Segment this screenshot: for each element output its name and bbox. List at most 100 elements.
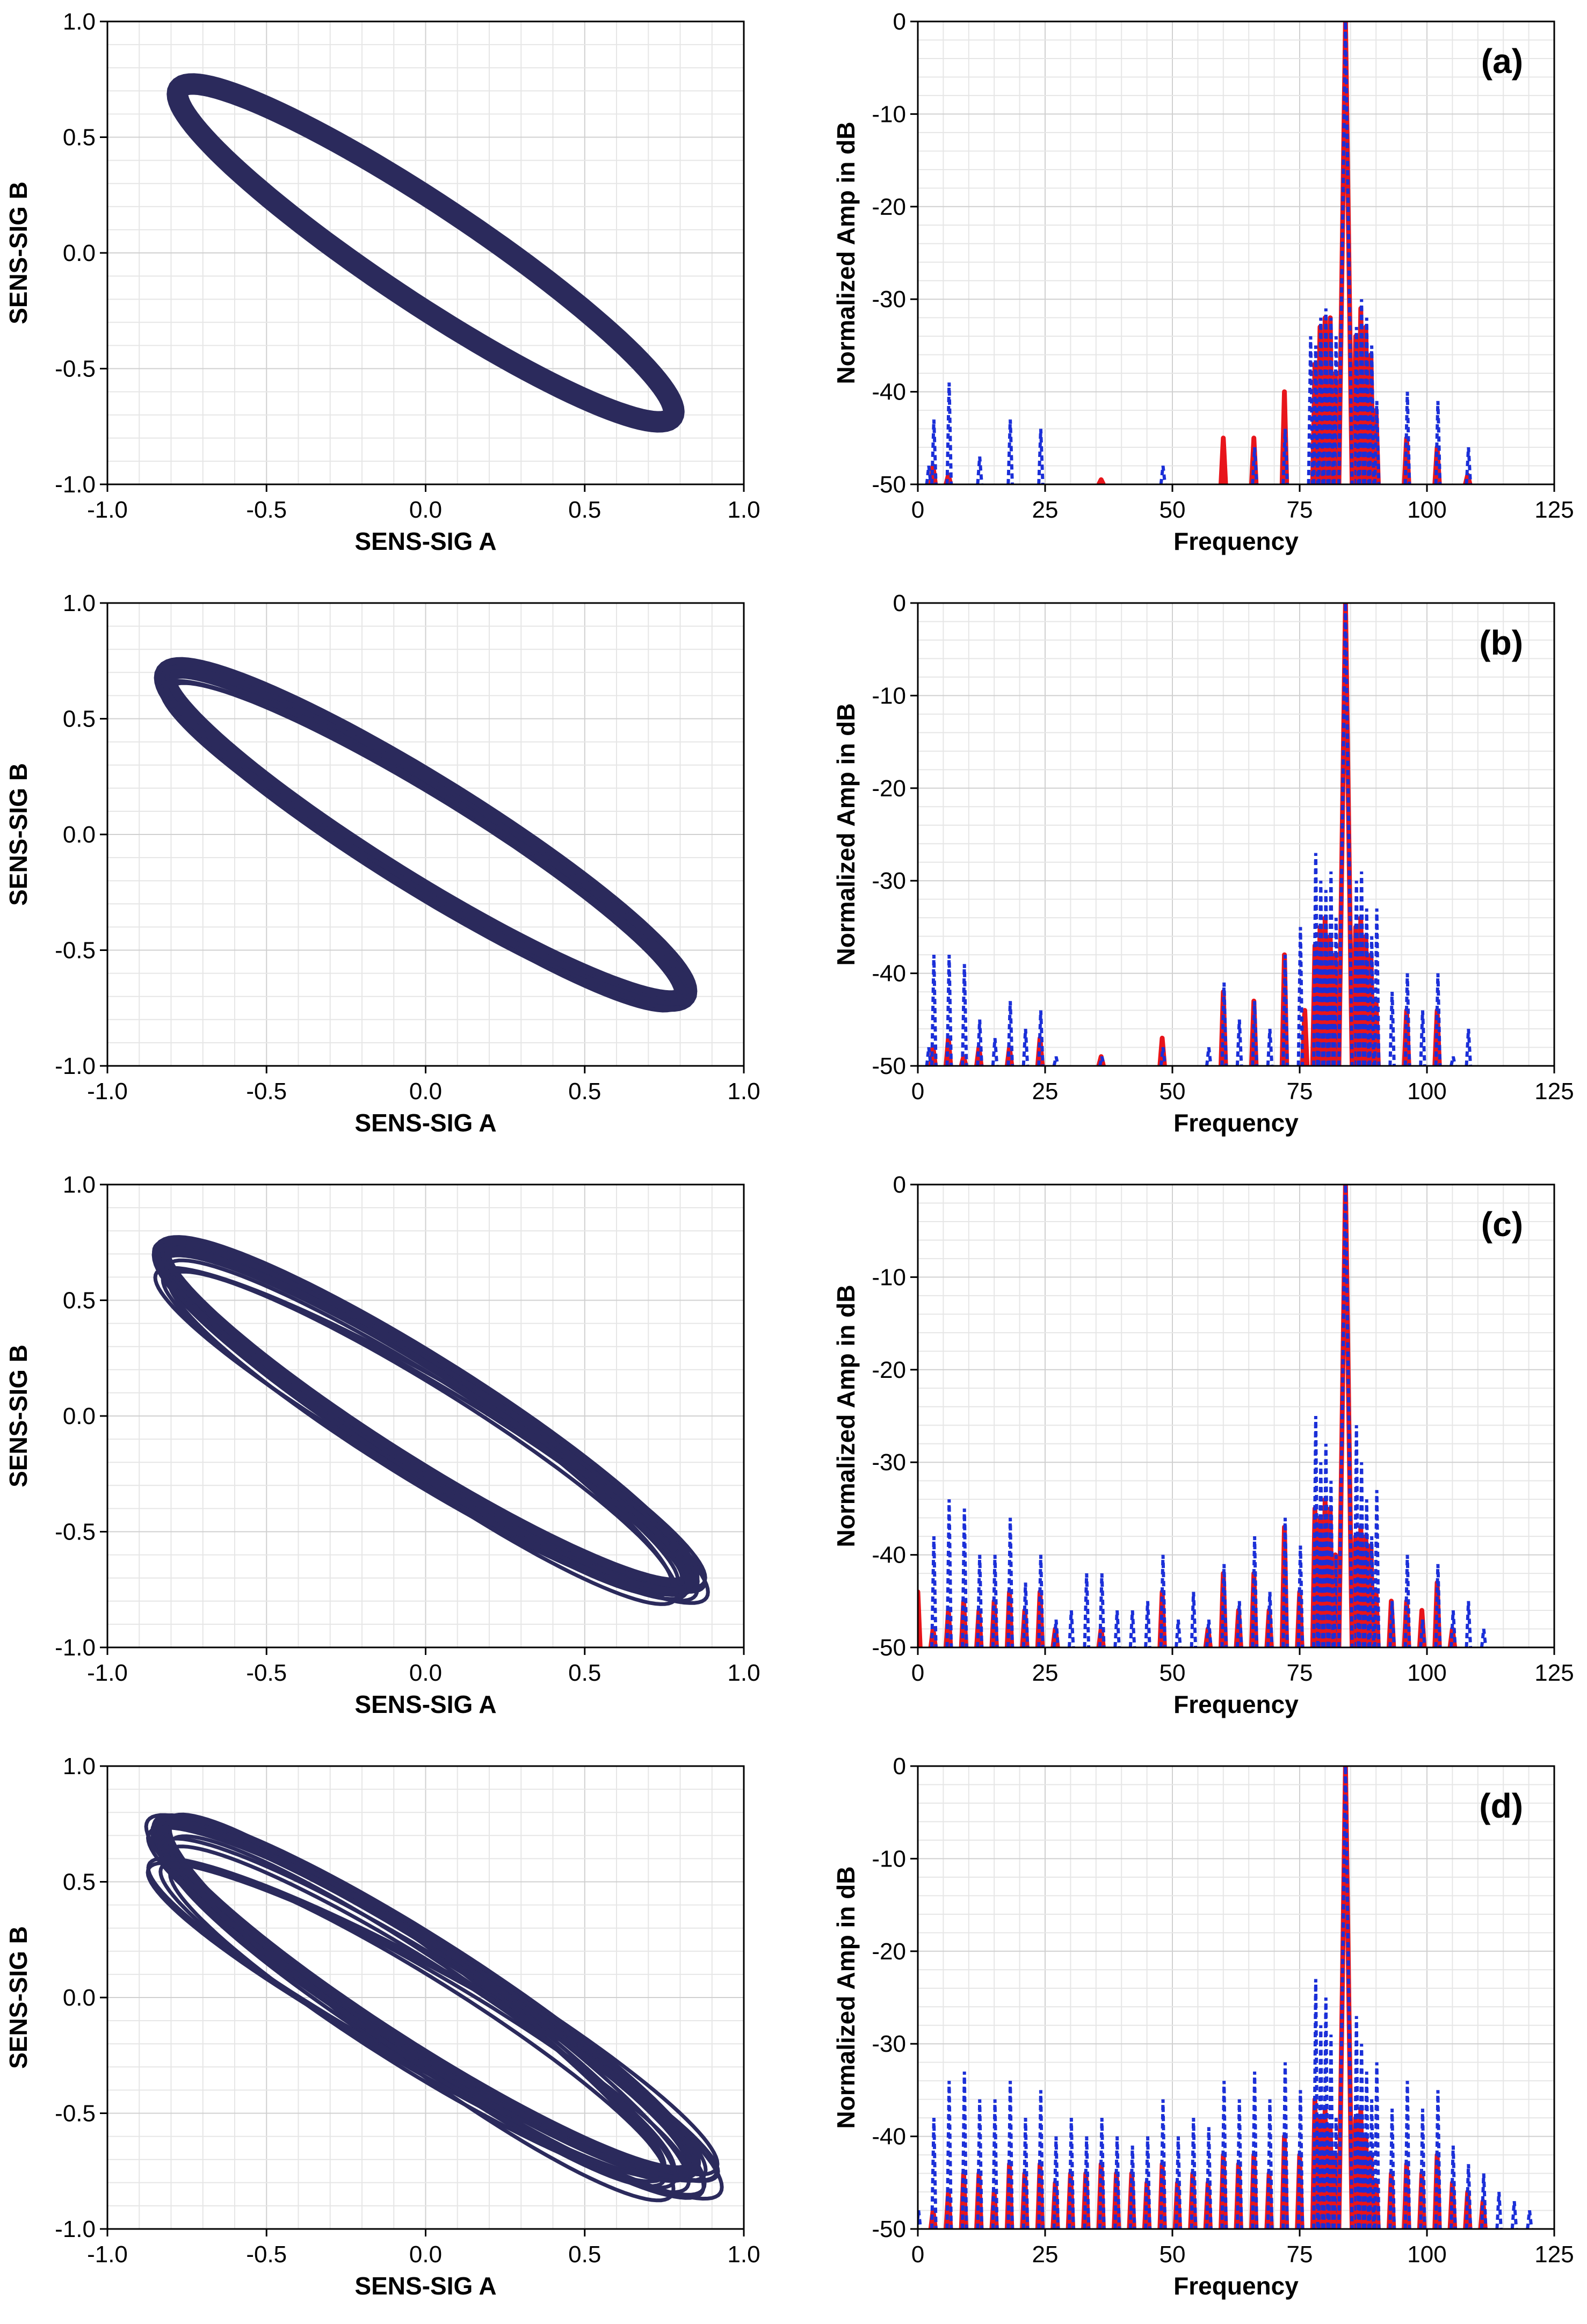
- orbit-4-panel: -1.0 -0.5 0.0 0.5 1.0 -1.0 -0.5 0.0 0.5 1.0 SENS-S…: [4, 1753, 760, 2300]
- y-tick-label: 1.0: [63, 590, 96, 616]
- y-tick-label: -40: [872, 1542, 906, 1568]
- blue-spike-28: [1322, 1997, 1330, 2229]
- x-tick-label: 0.5: [568, 497, 601, 523]
- y-axis-label: SENS-SIG B: [4, 181, 32, 324]
- blue-spike-24: [1281, 2062, 1289, 2229]
- y-axis-label: Normalized Amp in dB: [832, 703, 860, 966]
- blue-spike-38: [1419, 2108, 1426, 2229]
- blue-spike-1: [930, 2118, 938, 2229]
- orbit-3-panel: -1.0 -0.5 0.0 0.5 1.0 -1.0 -0.5 0.0 0.5 1.0 SENS-S…: [4, 1172, 760, 1718]
- blue-spike-14: [1128, 2145, 1136, 2229]
- main-peak-blue: [1337, 1766, 1354, 2229]
- blue-spike-31: [1419, 1010, 1426, 1066]
- blue-spike-15: [1159, 1555, 1167, 1647]
- blue-spike-27: [1368, 936, 1375, 1066]
- y-tick-label: -10: [872, 1264, 906, 1290]
- blue-spike-36: [1388, 2108, 1396, 2229]
- y-tick-label: 1.0: [63, 1172, 96, 1198]
- orbit-trace-10: [166, 1240, 675, 1597]
- blue-spike-12: [1322, 308, 1330, 484]
- orbit-trace-13: [160, 1253, 690, 1592]
- x-tick-label: 75: [1287, 1078, 1313, 1105]
- blue-spike-10: [1083, 1573, 1091, 1647]
- blue-spike-20: [1317, 881, 1325, 1066]
- blue-spike-1: [930, 955, 938, 1066]
- y-axis-label: Normalized Amp in dB: [832, 1285, 860, 1548]
- x-tick-label: 1.0: [727, 2241, 760, 2268]
- blue-spike-33: [1368, 1536, 1375, 1647]
- blue-spike-11: [1083, 2136, 1091, 2229]
- x-axis-label: SENS-SIG A: [354, 2272, 496, 2300]
- x-tick-label: 125: [1534, 1660, 1574, 1686]
- x-tick-label: 75: [1287, 497, 1313, 523]
- x-tick-label: 1.0: [727, 1660, 760, 1686]
- x-tick-label: -0.5: [246, 2241, 287, 2268]
- y-tick-label: 1.0: [63, 1753, 96, 1780]
- blue-spike-9: [1068, 1610, 1075, 1647]
- plot-frame: [917, 20, 1555, 485]
- blue-spike-33: [1450, 1056, 1457, 1066]
- blue-spike-34: [1373, 1490, 1381, 1647]
- x-tick-label: 0.0: [409, 1078, 442, 1105]
- blue-spike-25: [1296, 2090, 1305, 2229]
- blue-spike-15: [1251, 1001, 1258, 1066]
- blue-spike-19: [1373, 401, 1381, 484]
- y-axis-label: SENS-SIG B: [4, 763, 32, 906]
- x-axis-label: SENS-SIG A: [354, 527, 496, 555]
- y-axis-label: Normalized Amp in dB: [832, 122, 860, 384]
- blue-spike-35: [1388, 1601, 1396, 1647]
- blue-spike-7: [1021, 1028, 1030, 1066]
- blue-spike-16: [1175, 1619, 1182, 1647]
- blue-spike-8: [1037, 2090, 1045, 2229]
- y-axis-label: SENS-SIG B: [4, 1345, 32, 1487]
- blue-spike-1: [945, 1499, 953, 1647]
- blue-spike-14: [1235, 1019, 1243, 1066]
- y-tick-label: -0.5: [55, 1519, 96, 1545]
- y-tick-label: -30: [872, 2031, 906, 2057]
- blue-spike-21: [1251, 1536, 1258, 1647]
- blue-spike-44: [1510, 2201, 1518, 2229]
- blue-spike-12: [1113, 1610, 1121, 1647]
- blue-spike-37: [1403, 2081, 1411, 2229]
- x-tick-label: 100: [1407, 1660, 1446, 1686]
- blue-spike-5: [991, 1038, 999, 1066]
- blue-spike-29: [1332, 1555, 1340, 1647]
- x-tick-label: 0.0: [409, 2241, 442, 2268]
- blue-spike-4: [1006, 419, 1014, 484]
- blue-spike-32: [1434, 973, 1442, 1066]
- x-axis-label: SENS-SIG A: [354, 1109, 496, 1137]
- y-tick-label: -0.5: [55, 938, 96, 964]
- blue-spike-5: [1037, 429, 1045, 484]
- y-tick-label: -40: [872, 379, 906, 405]
- blue-spike-32: [1358, 2044, 1365, 2229]
- blue-spike-0: [930, 1536, 938, 1647]
- blue-spike-7: [1021, 2118, 1030, 2229]
- blue-spike-20: [1235, 1601, 1243, 1647]
- orbit-trace-17: [164, 1816, 677, 2190]
- x-tick-label: -1.0: [87, 497, 128, 523]
- y-tick-label: 0: [893, 9, 906, 35]
- blue-spike-9: [1052, 2136, 1060, 2229]
- x-tick-label: 0: [911, 497, 924, 523]
- blue-spike-37: [1419, 1619, 1426, 1647]
- blue-spike-39: [1434, 2090, 1442, 2229]
- blue-spike-5: [991, 2099, 999, 2229]
- y-tick-label: -1.0: [55, 1635, 96, 1661]
- main-peak-blue: [1337, 21, 1354, 484]
- blue-spike-18: [1368, 345, 1375, 484]
- blue-spike-26: [1312, 1979, 1320, 2229]
- y-tick-label: 0: [893, 1172, 906, 1198]
- y-tick-label: 0.0: [63, 1985, 96, 2011]
- blue-spike-4: [976, 1019, 983, 1066]
- blue-spike-33: [1363, 2071, 1371, 2229]
- red-spike-0: [918, 1589, 923, 1647]
- x-tick-label: 50: [1160, 2241, 1186, 2268]
- blue-spike-43: [1495, 2191, 1503, 2229]
- x-tick-label: 1.0: [727, 497, 760, 523]
- blue-spike-24: [1352, 881, 1360, 1066]
- blue-spike-21: [1434, 401, 1442, 484]
- series-group: [144, 1812, 724, 2203]
- blue-spike-25: [1358, 871, 1365, 1066]
- blue-spike-13: [1220, 982, 1228, 1066]
- blue-spike-34: [1368, 2099, 1375, 2229]
